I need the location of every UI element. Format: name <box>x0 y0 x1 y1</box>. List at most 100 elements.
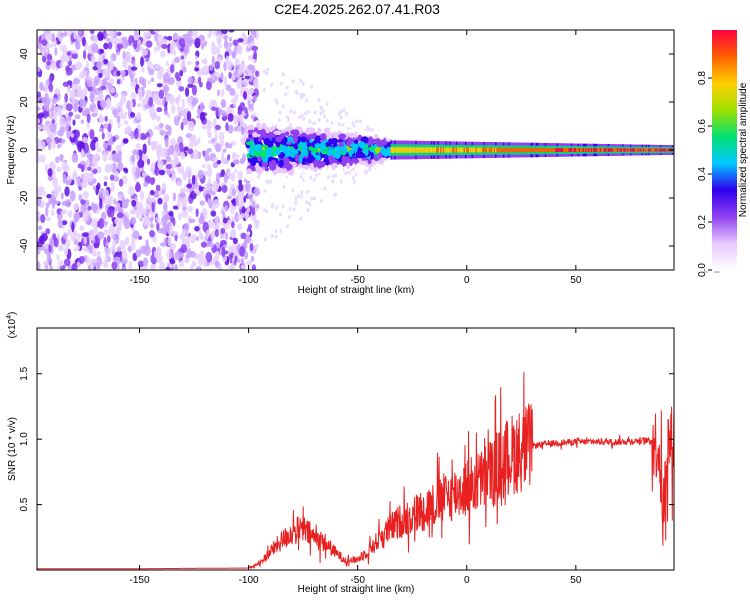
x-tick-label: -150 <box>130 275 150 286</box>
spectrogram-speckle <box>262 69 266 74</box>
spectrogram-speckle <box>140 56 144 67</box>
spectrogram-cell <box>333 150 341 159</box>
spectrogram-speckle <box>153 46 158 53</box>
spectrogram-speckle <box>202 170 209 176</box>
spectrogram-speckle <box>186 183 193 189</box>
spectrogram-speckle <box>215 250 220 260</box>
colorbar-tick-label: 0.2 <box>697 215 708 229</box>
spectrogram-speckle <box>179 69 184 77</box>
spectrogram-speckle <box>310 84 314 89</box>
spectrogram-speckle <box>249 75 254 83</box>
spectrogram-speckle <box>190 233 197 241</box>
spectrogram-speckle <box>182 66 187 73</box>
spectrogram-speckle <box>262 87 266 92</box>
spectrogram-cell <box>328 155 334 163</box>
spectrogram-speckle <box>104 254 108 264</box>
spectrogram-carrier-cell <box>423 147 426 153</box>
spectrogram-carrier-cell <box>475 147 478 153</box>
spectrogram-speckle <box>103 229 110 236</box>
spectrogram-speckle <box>251 264 257 270</box>
spectrogram-carrier-cell <box>404 147 407 153</box>
spectrogram-speckle <box>234 211 240 223</box>
spectrogram-speckle <box>232 114 239 125</box>
spectrogram-speckle <box>89 30 95 35</box>
spectrogram-speckle <box>270 82 274 87</box>
spectrogram-carrier-cell <box>485 147 488 153</box>
y-tick-label: 40 <box>19 48 30 60</box>
spectrogram-speckle <box>147 79 152 85</box>
spectrogram-speckle <box>239 213 246 219</box>
spectrogram-speckle <box>80 119 85 124</box>
spectrogram-speckle <box>210 242 215 248</box>
spectrogram-cell <box>274 149 281 156</box>
spectrogram-speckle <box>180 109 186 116</box>
spectrogram-speckle <box>231 74 236 81</box>
spectrogram-carrier-cell <box>626 148 629 152</box>
spectrogram-carrier-cell <box>646 148 649 152</box>
spectrogram-speckle <box>48 83 54 93</box>
spectrogram-carrier-cell <box>637 148 640 152</box>
spectrogram-speckle <box>37 196 42 207</box>
spectrogram-speckle <box>95 256 103 267</box>
spectrogram-carrier-cell <box>641 148 644 152</box>
spectrogram-carrier-cell <box>517 147 520 153</box>
spectrogram-speckle <box>248 190 252 195</box>
spectrogram-speckle <box>247 64 254 71</box>
spectrogram-cell <box>311 147 319 154</box>
spectrogram-carrier-cell <box>527 147 530 153</box>
spectrogram-speckle <box>96 250 101 257</box>
spectrogram-speckle <box>49 237 53 247</box>
spectrogram-speckle <box>221 246 226 258</box>
spectrogram-speckle <box>140 190 145 202</box>
spectrogram-speckle <box>212 180 220 192</box>
spectrogram-speckle <box>141 78 147 86</box>
spectrogram-speckle <box>242 78 249 88</box>
spectrogram-carrier-cell <box>580 148 583 152</box>
y-tick-label: -20 <box>19 190 30 205</box>
spectrogram-speckle <box>81 110 89 117</box>
spectrogram-speckle <box>39 154 46 163</box>
spectrogram-speckle <box>80 199 86 205</box>
spectrogram-speckle <box>158 169 165 176</box>
spectrogram-carrier-cell <box>554 147 557 153</box>
spectrogram-speckle <box>313 110 317 115</box>
spectrogram-speckle <box>108 78 115 85</box>
spectrogram-speckle <box>114 256 121 265</box>
spectrogram-speckle <box>253 187 261 197</box>
spectrogram-speckle <box>165 163 173 170</box>
spectrogram-speckle <box>312 178 316 183</box>
spectrogram-speckle <box>183 222 190 231</box>
spectrogram-speckle <box>155 99 163 106</box>
spectrogram-speckle <box>107 83 112 91</box>
spectrogram-carrier-cell <box>530 147 533 153</box>
spectrogram-carrier-cell <box>572 148 575 152</box>
spectrogram-speckle <box>253 112 257 117</box>
spectrogram-speckle <box>189 250 196 258</box>
spectrogram-speckle <box>57 143 61 149</box>
spectrogram-carrier-cell <box>635 148 638 152</box>
spectrogram-speckle <box>161 43 168 50</box>
spectrogram-carrier-cell <box>526 147 529 153</box>
spectrogram-speckle <box>73 77 80 85</box>
spectrogram-speckle <box>150 223 154 229</box>
spectrogram-speckle <box>135 181 140 192</box>
spectrogram-speckle <box>252 94 258 102</box>
spectrogram-cell <box>278 160 285 166</box>
spectrogram-speckle <box>228 30 235 33</box>
spectrogram-speckle <box>165 94 170 103</box>
spectrogram-speckle <box>90 258 98 264</box>
spectrogram-speckle <box>308 120 312 125</box>
spectrogram-carrier-cell <box>500 147 503 153</box>
spectrogram-carrier-cell <box>639 148 642 152</box>
spectrogram-cell <box>377 152 383 159</box>
spectrogram-carrier-cell <box>582 148 585 152</box>
spectrogram-speckle <box>108 156 113 161</box>
spectrogram-speckle <box>287 118 291 123</box>
spectrogram-carrier-cell <box>643 148 646 152</box>
spectrogram-speckle <box>137 159 145 168</box>
spectrogram-cell <box>315 155 321 161</box>
spectrogram-speckle <box>116 31 122 36</box>
spectrogram-cell <box>269 172 274 180</box>
spectrogram-speckle <box>156 222 160 231</box>
spectrogram-speckle <box>241 137 246 145</box>
